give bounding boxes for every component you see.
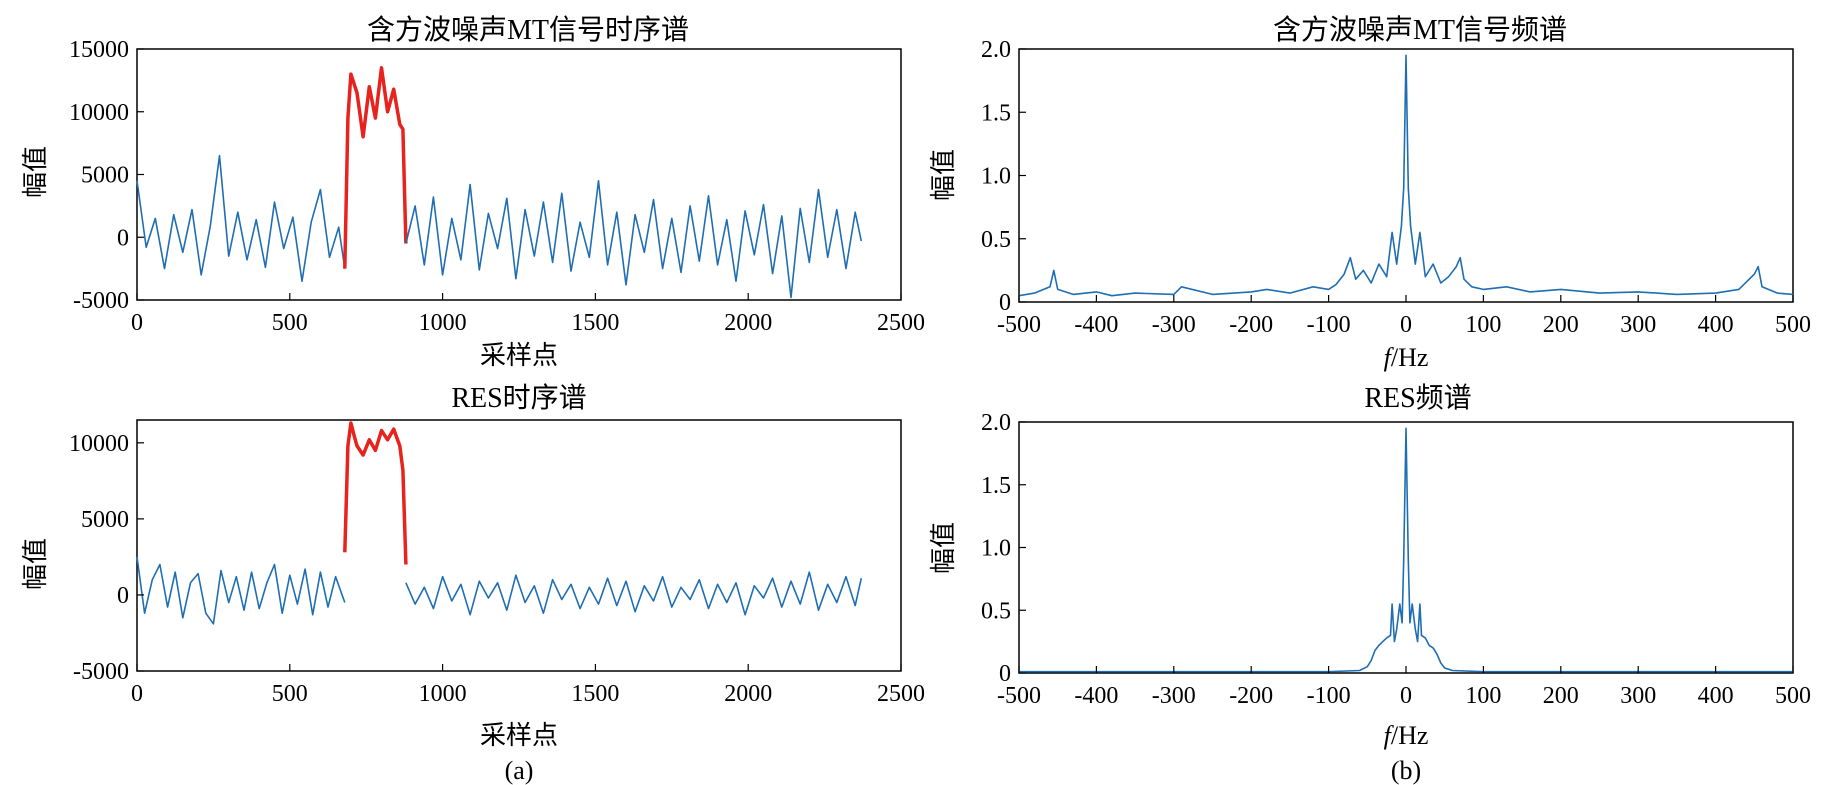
series-line xyxy=(405,180,863,299)
chart-time-noisy: 含方波噪声MT信号时序谱 0 500 1000 1500 2000 2500 -50000… xyxy=(21,14,925,370)
x-tick-label: 2500 xyxy=(877,681,925,707)
x-tick-label: 0 xyxy=(1400,312,1412,338)
chart-title: 含方波噪声MT信号频谱 xyxy=(1273,14,1567,46)
series-line xyxy=(1019,427,1793,673)
x-ticks: 0 500 1000 1500 2000 2500 xyxy=(131,293,925,336)
series-line xyxy=(1018,54,1794,297)
y-axis-label: 幅值 xyxy=(21,538,50,590)
y-tick-label: 1.0 xyxy=(981,164,1011,190)
x-tick-label: 0 xyxy=(131,310,143,336)
y-tick-label: 1.5 xyxy=(981,100,1011,126)
x-tick-label: 300 xyxy=(1620,312,1656,338)
x-tick-label: 200 xyxy=(1543,683,1579,709)
x-tick-label: -500 xyxy=(997,312,1041,338)
y-tick-label: -5000 xyxy=(73,659,129,685)
x-tick-label: -500 xyxy=(997,683,1041,709)
x-tick-label: 500 xyxy=(1775,312,1811,338)
y-tick-label: 0 xyxy=(999,661,1011,687)
series-line xyxy=(136,556,346,625)
y-tick-label: 10000 xyxy=(69,100,129,126)
x-tick-label: -100 xyxy=(1307,683,1351,709)
x-ticks: -500 -400 -300 -200 -100 0 100 200 300 400 500 xyxy=(997,666,1811,709)
x-tick-label: 1500 xyxy=(571,310,619,336)
y-tick-label: 0.5 xyxy=(981,598,1011,624)
x-tick-label: 2000 xyxy=(724,310,772,336)
y-axis-label: 幅值 xyxy=(21,146,50,198)
x-tick-label: 500 xyxy=(272,310,308,336)
x-axis-label: f/Hz xyxy=(1384,343,1429,372)
x-tick-label: 200 xyxy=(1543,312,1579,338)
y-tick-label: 0 xyxy=(117,583,129,609)
panel-label-b: (b) xyxy=(1391,756,1421,785)
x-tick-label: 2500 xyxy=(877,310,925,336)
series-layer xyxy=(136,66,863,299)
x-tick-label: 100 xyxy=(1465,683,1501,709)
y-tick-label: 2.0 xyxy=(981,37,1011,63)
series-layer xyxy=(136,421,863,625)
y-ticks: -5000 0 5000 10000 xyxy=(69,431,144,685)
y-tick-label: 0.5 xyxy=(981,227,1011,253)
x-axis-label: 采样点 xyxy=(480,721,558,750)
y-ticks: 0 0.5 1.0 1.5 2.0 xyxy=(981,410,1026,687)
series-layer xyxy=(1018,54,1794,297)
x-axis-label: 采样点 xyxy=(480,341,558,370)
x-tick-label: 100 xyxy=(1465,312,1501,338)
y-tick-label: 0 xyxy=(999,290,1011,316)
x-tick-label: -200 xyxy=(1229,683,1273,709)
series-layer xyxy=(1019,427,1793,673)
x-tick-label: -200 xyxy=(1229,312,1273,338)
x-tick-label: -300 xyxy=(1152,683,1196,709)
y-ticks: -5000 0 5000 10000 15000 xyxy=(69,37,144,314)
panel-label-a: (a) xyxy=(505,756,534,785)
x-tick-label: 1500 xyxy=(571,681,619,707)
y-tick-label: 15000 xyxy=(69,37,129,63)
x-tick-label: 0 xyxy=(131,681,143,707)
x-tick-label: 2000 xyxy=(724,681,772,707)
x-tick-label: -300 xyxy=(1152,312,1196,338)
x-tick-label: 400 xyxy=(1698,683,1734,709)
x-axis-label: f/Hz xyxy=(1384,721,1429,750)
highlight-series-line xyxy=(343,66,408,269)
y-tick-label: 5000 xyxy=(81,163,129,189)
y-tick-label: -5000 xyxy=(73,288,129,314)
x-tick-label: -100 xyxy=(1307,312,1351,338)
chart-title: RES频谱 xyxy=(1364,382,1471,414)
y-tick-label: 1.0 xyxy=(981,536,1011,562)
y-tick-label: 0 xyxy=(117,225,129,251)
x-tick-label: -400 xyxy=(1074,683,1118,709)
chart-title: 含方波噪声MT信号时序谱 xyxy=(367,14,689,46)
y-tick-label: 2.0 xyxy=(981,410,1011,436)
x-tick-label: 1000 xyxy=(419,310,467,336)
series-line xyxy=(405,571,863,616)
y-tick-label: 5000 xyxy=(81,507,129,533)
x-tick-label: 500 xyxy=(1775,683,1811,709)
x-tick-label: 500 xyxy=(272,681,308,707)
x-ticks: -500 -400 -300 -200 -100 0 100 200 300 400 500 xyxy=(997,295,1811,338)
x-tick-label: 300 xyxy=(1620,683,1656,709)
x-tick-label: 1000 xyxy=(419,681,467,707)
x-ticks: 0 500 1000 1500 2000 2500 xyxy=(131,664,925,707)
chart-time-res: RES时序谱 0 500 1000 1500 2000 2500 -50000500010… xyxy=(21,382,925,750)
chart-title: RES时序谱 xyxy=(451,382,586,414)
chart-spectrum-res: RES频谱 -500 -400 -300 -200 -100 0 100 200 300 400 5… xyxy=(929,382,1811,750)
y-axis-label: 幅值 xyxy=(929,149,958,201)
x-tick-label: -400 xyxy=(1074,312,1118,338)
x-tick-label: 0 xyxy=(1400,683,1412,709)
chart-spectrum-noisy: 含方波噪声MT信号频谱 -500 -400 -300 -200 -100 0 100 200 3… xyxy=(929,14,1811,372)
series-line xyxy=(136,154,346,282)
plot-frame xyxy=(136,419,902,672)
y-tick-label: 10000 xyxy=(69,431,129,457)
x-tick-label: 400 xyxy=(1698,312,1734,338)
y-tick-label: 1.5 xyxy=(981,473,1011,499)
y-axis-label: 幅值 xyxy=(929,522,958,574)
y-ticks: 0 0.5 1.0 1.5 2.0 xyxy=(981,37,1026,316)
highlight-series-line xyxy=(343,421,408,565)
